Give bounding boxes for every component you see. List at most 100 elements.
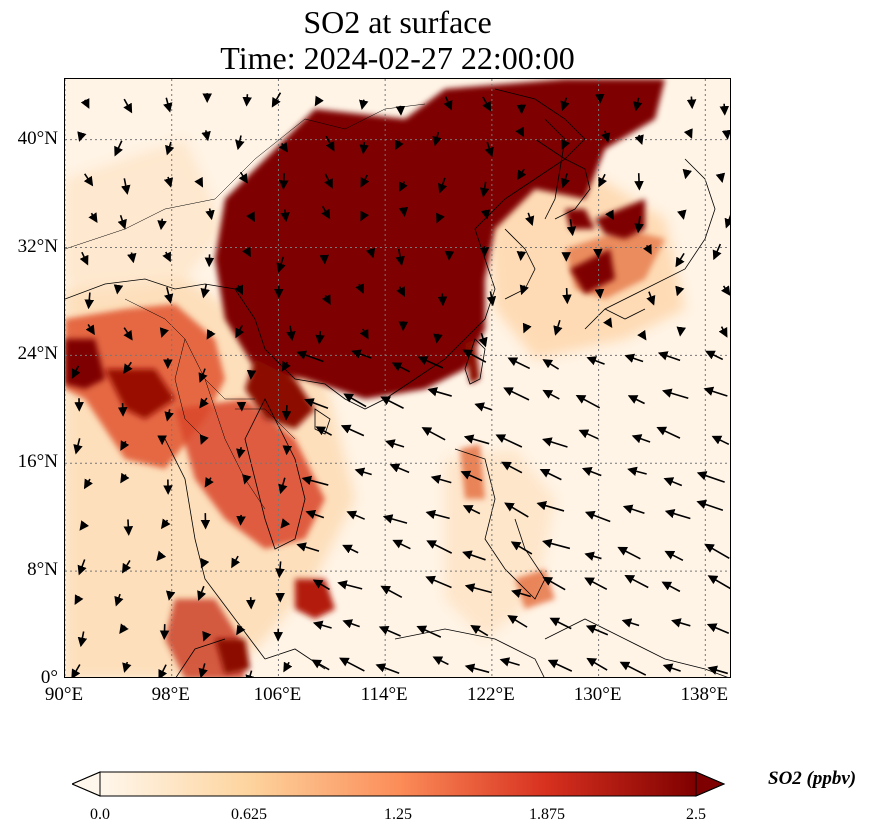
wind-arrow [158,664,168,677]
wind-arrow [85,324,95,336]
wind-arrow [646,291,656,306]
wind-arrow [675,285,685,297]
wind-arrow [542,576,566,591]
lon-tick-label: 114°E [360,684,408,705]
wind-arrow [624,353,644,363]
wind-arrow [380,585,403,598]
wind-arrow [443,96,453,111]
wind-arrow [276,256,286,273]
wind-arrow [77,559,87,576]
wind-arrow [478,333,488,348]
wind-arrow [127,252,137,264]
wind-arrow [315,331,325,345]
lon-tick-label: 90°E [44,684,84,705]
wind-arrow [675,252,685,268]
wind-arrow [156,550,167,562]
wind-arrow [315,426,332,436]
so2-high-concentration [65,79,665,674]
lon-tick-label: 130°E [573,684,622,705]
wind-arrow [351,349,372,359]
wind-arrow [389,463,410,474]
wind-arrow [553,319,563,336]
wind-arrow [437,293,448,307]
wind-arrow [281,360,291,372]
wind-arrow [617,546,641,560]
lat-tick-label: 0° [40,667,58,688]
colorbar-outline [72,771,726,797]
wind-arrow [314,95,324,107]
wind-arrow [200,283,210,299]
wind-arrow [560,97,570,112]
wind-arrow [432,656,449,666]
wind-arrow [634,216,644,234]
wind-arrow [711,435,730,446]
wind-arrow [426,540,453,554]
wind-arrow [123,519,134,536]
wind-arrow [561,139,571,150]
lat-tick-label: 40°N [17,127,58,149]
wind-arrow [194,176,204,188]
wind-arrow [633,97,643,112]
wind-arrow [463,434,490,445]
wind-arrow [375,663,400,674]
wind-arrow [586,657,608,671]
wind-arrow [525,212,535,227]
wind-arrow [246,211,255,223]
wind-arrow [234,284,244,296]
wind-arrow [360,174,370,188]
wind-arrow [311,659,330,671]
wind-arrow [601,130,611,143]
lat-tick-label: 24°N [17,343,58,365]
wind-arrow [522,322,532,334]
wind-arrow [721,129,730,140]
wind-arrow [470,625,489,637]
wind-arrow [77,131,87,142]
wind-arrow [236,447,246,459]
wind-arrow [395,105,406,116]
wind-arrow [462,505,481,515]
wind-arrow [355,283,365,294]
wind-arrow [432,131,442,147]
wind-arrow [519,284,529,296]
wind-arrow [584,551,602,561]
wind-arrow [296,542,320,552]
wind-arrow [594,288,605,299]
wind-arrow [603,317,613,329]
wind-arrow [499,657,520,667]
wind-arrow [201,130,211,142]
title-variable: SO2 at surface [303,4,492,40]
wind-arrow [504,502,529,518]
wind-arrow [712,243,722,261]
wind-arrow [283,661,293,673]
colorbar-label: SO2 (ppbv) [768,768,857,789]
wind-arrow [507,357,531,370]
lat-tick-label: 16°N [17,451,58,473]
wind-arrow [676,326,687,337]
wind-arrow [71,664,81,677]
wind-arrow [707,575,730,590]
wind-arrow [724,214,730,229]
colorbar-extend-max [695,771,726,797]
title-time: Time: 2024-02-27 22:00:00 [220,40,575,76]
wind-arrow [464,583,492,594]
wind-arrow [242,474,252,485]
wind-arrow [321,294,331,306]
wind-arrow [421,427,446,441]
wind-arrow [516,251,527,262]
so2-map [65,79,730,677]
wind-arrow [340,424,365,437]
wind-arrow [198,663,208,677]
wind-arrow [391,362,410,373]
colorbar-gradient [100,772,696,796]
colorbar-extend-min [72,771,101,797]
wind-arrow [286,325,296,342]
wind-arrow [598,173,608,188]
wind-arrow [242,94,252,107]
wind-arrow [337,580,363,590]
wind-arrow [114,140,123,157]
wind-arrow [517,168,527,181]
lat-tick-label: 32°N [17,235,58,257]
wind-arrow [510,541,533,555]
wind-arrow [163,97,173,113]
wind-arrow [584,510,611,523]
